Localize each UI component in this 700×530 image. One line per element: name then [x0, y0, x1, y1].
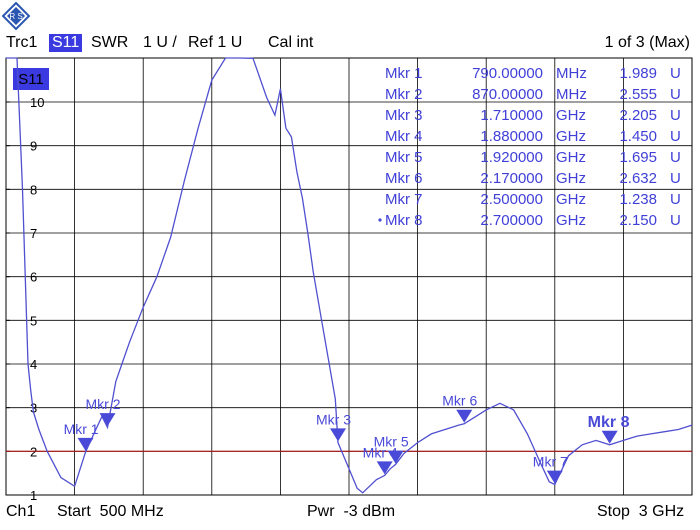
- marker-table-value-unit: U: [670, 170, 681, 187]
- marker-table: Mkr 1 790.00000 MHz 1.989 U Mkr 2 870.00000 MHz…: [378, 65, 681, 229]
- calibration-label: Cal int: [268, 34, 314, 51]
- marker-triangle-icon: [456, 409, 473, 423]
- marker-label: Mkr 1: [64, 421, 99, 437]
- marker-table-unit: GHz: [556, 191, 586, 208]
- marker-table-value-unit: U: [670, 191, 681, 208]
- scale-label[interactable]: 1 U /: [143, 34, 177, 51]
- marker-triangle-icon: [546, 470, 563, 484]
- marker-table-frequency: 2.500000: [480, 191, 543, 208]
- rohde-schwarz-logo-icon: R S: [2, 2, 30, 30]
- marker-table-frequency: 2.700000: [480, 212, 543, 229]
- marker-triangle-icon: [330, 428, 347, 442]
- marker-table-frequency: 1.920000: [480, 149, 543, 166]
- marker-label: Mkr 7: [533, 454, 568, 470]
- marker-table-value: 2.555: [619, 86, 657, 103]
- trace-label-text: S11: [18, 71, 44, 88]
- trace-name[interactable]: Trc1: [6, 34, 38, 51]
- s-parameter-badge[interactable]: S11: [49, 34, 83, 52]
- marker-label: Mkr 6: [442, 393, 477, 409]
- marker-triangle-icon: [77, 437, 94, 451]
- marker-table-frequency: 2.170000: [480, 170, 543, 187]
- trace-group: [6, 57, 693, 494]
- marker-table-name: Mkr 6: [385, 170, 423, 187]
- ref-label[interactable]: Ref 1 U: [188, 34, 243, 51]
- page-indicator[interactable]: 1 of 3 (Max): [604, 34, 690, 51]
- marker-triangle-icon: [99, 413, 116, 427]
- marker-label: Mkr 5: [374, 434, 409, 450]
- marker-table-value: 1.238: [619, 191, 657, 208]
- y-tick-label: 7: [30, 226, 37, 241]
- marker-table-value: 2.632: [619, 170, 657, 187]
- trace-label-box: [13, 68, 49, 90]
- y-tick-label: 9: [30, 139, 37, 154]
- y-tick-label: 6: [30, 270, 37, 285]
- marker-table-value: 1.989: [619, 65, 657, 82]
- marker-table-unit: GHz: [556, 212, 586, 229]
- y-tick-label: 3: [30, 401, 37, 416]
- marker-table-value: 2.150: [619, 212, 657, 229]
- power-label[interactable]: Pwr -3 dBm: [307, 503, 396, 520]
- stop-frequency[interactable]: Stop 3 GHz: [597, 503, 685, 520]
- svg-text:R S: R S: [9, 12, 22, 21]
- marker-table-value-unit: U: [670, 149, 681, 166]
- marker-triangle-icon: [376, 461, 393, 475]
- y-tick-label: 4: [30, 357, 37, 372]
- marker-table-frequency: 1.880000: [480, 128, 543, 145]
- y-tick-label: 8: [30, 182, 37, 197]
- y-tick-label: 1: [30, 488, 37, 503]
- marker-table-value-unit: U: [670, 107, 681, 124]
- marker-triangle-icon: [601, 430, 618, 444]
- marker-table-value: 2.205: [619, 107, 657, 124]
- marker-table-name: Mkr 3: [385, 107, 423, 124]
- channel-label[interactable]: Ch1: [6, 503, 36, 520]
- marker-table-name: Mkr 4: [385, 128, 423, 145]
- format-label[interactable]: SWR: [91, 34, 129, 51]
- marker-table-name: Mkr 5: [385, 149, 423, 166]
- marker-table-name: Mkr 1: [385, 65, 423, 82]
- chart-grid: [5, 57, 693, 496]
- marker-table-frequency: 1.710000: [480, 107, 543, 124]
- marker-label: Mkr 3: [316, 411, 351, 427]
- marker-table-name: Mkr 8: [385, 212, 423, 229]
- marker-table-value-unit: U: [670, 86, 681, 103]
- y-tick-labels: 12345678910S11: [6, 68, 49, 503]
- swr-trace-line: [6, 57, 693, 494]
- marker-table-value: 1.695: [619, 149, 657, 166]
- marker-triangle-icon: [387, 450, 404, 464]
- marker-label: Mkr 8: [588, 414, 630, 431]
- marker-table-unit: GHz: [556, 107, 586, 124]
- marker-label: Mkr 4: [363, 444, 398, 460]
- marker-label: Mkr 2: [86, 396, 121, 412]
- marker-table-unit: MHz: [556, 86, 587, 103]
- marker-table-frequency: 870.00000: [472, 86, 543, 103]
- marker-table-value-unit: U: [670, 65, 681, 82]
- y-tick-label: 10: [30, 95, 44, 110]
- active-marker-indicator: [378, 218, 382, 222]
- marker-table-unit: GHz: [556, 170, 586, 187]
- marker-table-value: 1.450: [619, 128, 657, 145]
- marker-table-frequency: 790.00000: [472, 65, 543, 82]
- y-tick-label: 5: [30, 313, 37, 328]
- marker-table-unit: MHz: [556, 65, 587, 82]
- marker-table-name: Mkr 7: [385, 191, 423, 208]
- marker-table-value-unit: U: [670, 128, 681, 145]
- marker-table-unit: GHz: [556, 149, 586, 166]
- marker-table-value-unit: U: [670, 212, 681, 229]
- start-frequency[interactable]: Start 500 MHz: [57, 503, 164, 520]
- marker-table-name: Mkr 2: [385, 86, 423, 103]
- marker-table-unit: GHz: [556, 128, 586, 145]
